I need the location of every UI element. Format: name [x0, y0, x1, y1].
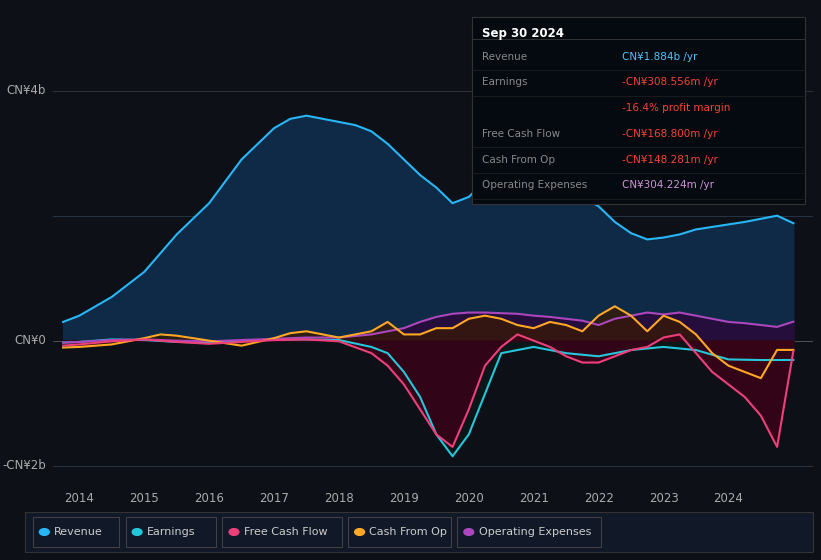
- Text: -CN¥168.800m /yr: -CN¥168.800m /yr: [621, 129, 718, 139]
- Text: Earnings: Earnings: [147, 527, 195, 537]
- Text: Cash From Op: Cash From Op: [482, 155, 555, 165]
- Text: Free Cash Flow: Free Cash Flow: [244, 527, 328, 537]
- Text: -CN¥2b: -CN¥2b: [2, 459, 46, 472]
- Text: -CN¥308.556m /yr: -CN¥308.556m /yr: [621, 77, 718, 87]
- Text: CN¥0: CN¥0: [14, 334, 46, 347]
- Text: -CN¥148.281m /yr: -CN¥148.281m /yr: [621, 155, 718, 165]
- Text: Revenue: Revenue: [54, 527, 103, 537]
- Text: CN¥1.884b /yr: CN¥1.884b /yr: [621, 52, 697, 62]
- Text: -16.4% profit margin: -16.4% profit margin: [621, 103, 730, 113]
- Text: Revenue: Revenue: [482, 52, 527, 62]
- Text: Operating Expenses: Operating Expenses: [479, 527, 591, 537]
- Text: CN¥304.224m /yr: CN¥304.224m /yr: [621, 180, 713, 190]
- Text: Operating Expenses: Operating Expenses: [482, 180, 587, 190]
- Text: Earnings: Earnings: [482, 77, 527, 87]
- Text: CN¥4b: CN¥4b: [7, 84, 46, 97]
- Text: Free Cash Flow: Free Cash Flow: [482, 129, 560, 139]
- Text: Cash From Op: Cash From Op: [369, 527, 447, 537]
- Text: Sep 30 2024: Sep 30 2024: [482, 27, 564, 40]
